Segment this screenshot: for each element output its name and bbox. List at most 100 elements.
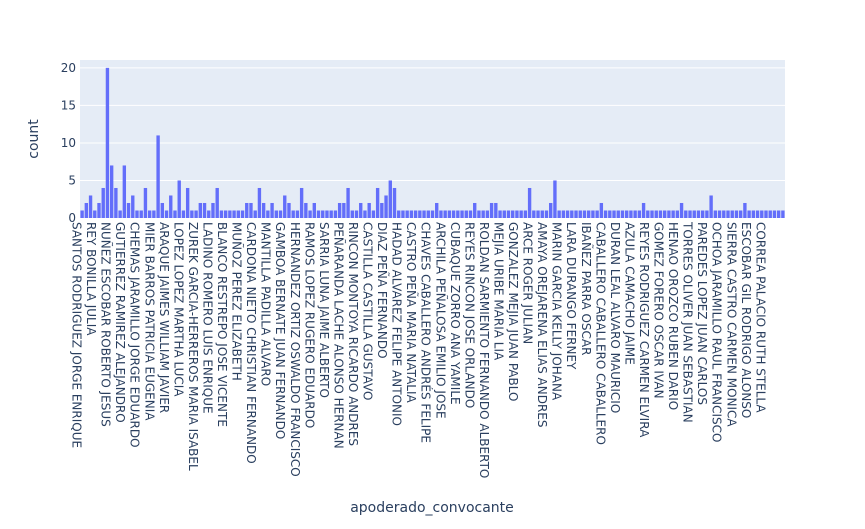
bar[interactable] [751, 210, 756, 218]
bar[interactable] [257, 187, 262, 218]
bar[interactable] [291, 210, 295, 218]
bar[interactable] [261, 202, 266, 218]
bar[interactable] [663, 210, 667, 218]
bar[interactable] [625, 210, 629, 218]
bar[interactable] [722, 210, 726, 218]
bar[interactable] [219, 210, 224, 218]
bar[interactable] [329, 210, 333, 218]
bar[interactable] [464, 210, 468, 218]
bar[interactable] [738, 210, 743, 218]
bar[interactable] [561, 210, 566, 218]
bar[interactable] [131, 195, 135, 218]
bar[interactable] [451, 210, 456, 218]
bar[interactable] [97, 202, 101, 218]
bar[interactable] [595, 210, 599, 218]
bar[interactable] [245, 202, 249, 218]
bar[interactable] [734, 210, 739, 218]
bar[interactable] [173, 210, 177, 218]
bar[interactable] [147, 210, 152, 218]
bar[interactable] [705, 210, 709, 218]
bar[interactable] [675, 210, 680, 218]
bar[interactable] [240, 210, 245, 218]
bar[interactable] [160, 202, 165, 218]
bar[interactable] [637, 210, 642, 218]
bar[interactable] [747, 210, 751, 218]
bar[interactable] [283, 195, 287, 218]
bar[interactable] [359, 202, 363, 218]
bar[interactable] [650, 210, 654, 218]
bar[interactable] [485, 210, 490, 218]
bar[interactable] [304, 202, 308, 218]
bar[interactable] [122, 165, 127, 218]
bar[interactable] [228, 210, 232, 218]
bar[interactable] [696, 210, 701, 218]
bar[interactable] [658, 210, 663, 218]
bar[interactable] [599, 202, 604, 218]
bar[interactable] [692, 210, 696, 218]
bar[interactable] [603, 210, 608, 218]
bar[interactable] [679, 202, 684, 218]
bar[interactable] [316, 210, 321, 218]
bar[interactable] [430, 210, 435, 218]
bar[interactable] [185, 187, 190, 218]
bar[interactable] [549, 202, 553, 218]
bar[interactable] [88, 195, 93, 218]
bar[interactable] [755, 210, 760, 218]
bar[interactable] [169, 195, 173, 218]
bar[interactable] [278, 210, 283, 218]
bar[interactable] [654, 210, 658, 218]
bar[interactable] [418, 210, 422, 218]
bar[interactable] [477, 210, 481, 218]
bar[interactable] [139, 210, 143, 218]
bar[interactable] [608, 210, 612, 218]
bar[interactable] [194, 210, 198, 218]
bar[interactable] [633, 210, 637, 218]
bar[interactable] [498, 210, 502, 218]
bar[interactable] [764, 210, 768, 218]
bar[interactable] [544, 210, 549, 218]
bar[interactable] [494, 202, 498, 218]
bar[interactable] [388, 180, 392, 218]
bar[interactable] [392, 187, 397, 218]
bar[interactable] [671, 210, 675, 218]
bar[interactable] [536, 210, 540, 218]
bar[interactable] [223, 210, 228, 218]
bar[interactable] [557, 210, 561, 218]
bar[interactable] [409, 210, 414, 218]
bar[interactable] [342, 202, 346, 218]
bar[interactable] [333, 210, 338, 218]
bar[interactable] [325, 210, 329, 218]
bar[interactable] [443, 210, 447, 218]
bar[interactable] [299, 187, 304, 218]
bar[interactable] [620, 210, 625, 218]
bar[interactable] [646, 210, 650, 218]
bar[interactable] [177, 180, 181, 218]
bar[interactable] [126, 202, 131, 218]
bar[interactable] [308, 210, 312, 218]
bar[interactable] [135, 210, 139, 218]
bar[interactable] [629, 210, 633, 218]
bar[interactable] [688, 210, 692, 218]
bar[interactable] [181, 210, 186, 218]
bar[interactable] [447, 210, 452, 218]
bar[interactable] [684, 210, 688, 218]
bar[interactable] [772, 210, 777, 218]
bar[interactable] [717, 210, 722, 218]
bar[interactable] [582, 210, 587, 218]
bar[interactable] [776, 210, 781, 218]
bar[interactable] [190, 210, 194, 218]
bar[interactable] [274, 210, 278, 218]
bar[interactable] [591, 210, 595, 218]
bar[interactable] [481, 210, 485, 218]
bar[interactable] [532, 210, 536, 218]
bar[interactable] [578, 210, 582, 218]
bar[interactable] [287, 202, 291, 218]
bar[interactable] [700, 210, 705, 218]
bar[interactable] [574, 210, 578, 218]
bar[interactable] [760, 210, 764, 218]
bar[interactable] [249, 202, 253, 218]
bar[interactable] [380, 202, 384, 218]
bar[interactable] [232, 210, 236, 218]
bar[interactable] [413, 210, 418, 218]
bar[interactable] [152, 210, 156, 218]
